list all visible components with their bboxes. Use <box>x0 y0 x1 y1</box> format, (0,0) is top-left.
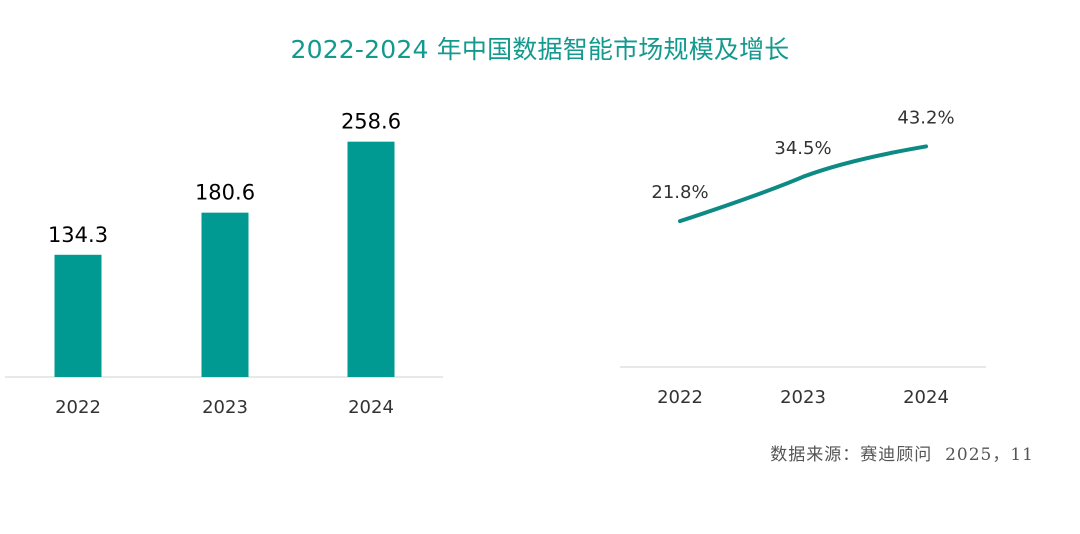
bar-x-tick-label: 2022 <box>55 397 101 418</box>
bar-2022 <box>54 254 102 377</box>
bar-value-label: 258.6 <box>341 110 401 134</box>
bar-2023 <box>201 212 249 377</box>
line-value-label: 34.5% <box>774 138 831 159</box>
line-chart: 21.8% 2022 34.5% 2023 43.2% 2024 <box>620 107 986 408</box>
line-x-tick-label: 2023 <box>780 387 826 408</box>
line-x-tick-label: 2024 <box>903 387 949 408</box>
bar-value-label: 134.3 <box>48 223 108 247</box>
growth-line <box>678 144 928 224</box>
bar-x-tick-label: 2024 <box>348 397 394 418</box>
line-value-label: 21.8% <box>651 182 708 203</box>
source-note: 数据来源：赛迪顾问 2025，11 <box>770 445 1034 465</box>
chart-title: 2022-2024 年中国数据智能市场规模及增长 <box>290 35 790 64</box>
bar-chart: 134.3 2022 180.6 2023 258.6 2024 <box>5 110 443 418</box>
bar-value-label: 180.6 <box>195 181 255 205</box>
line-value-label: 43.2% <box>897 107 954 128</box>
bar-2024 <box>347 141 395 377</box>
line-x-tick-label: 2022 <box>657 387 703 408</box>
bar-x-tick-label: 2023 <box>202 397 248 418</box>
